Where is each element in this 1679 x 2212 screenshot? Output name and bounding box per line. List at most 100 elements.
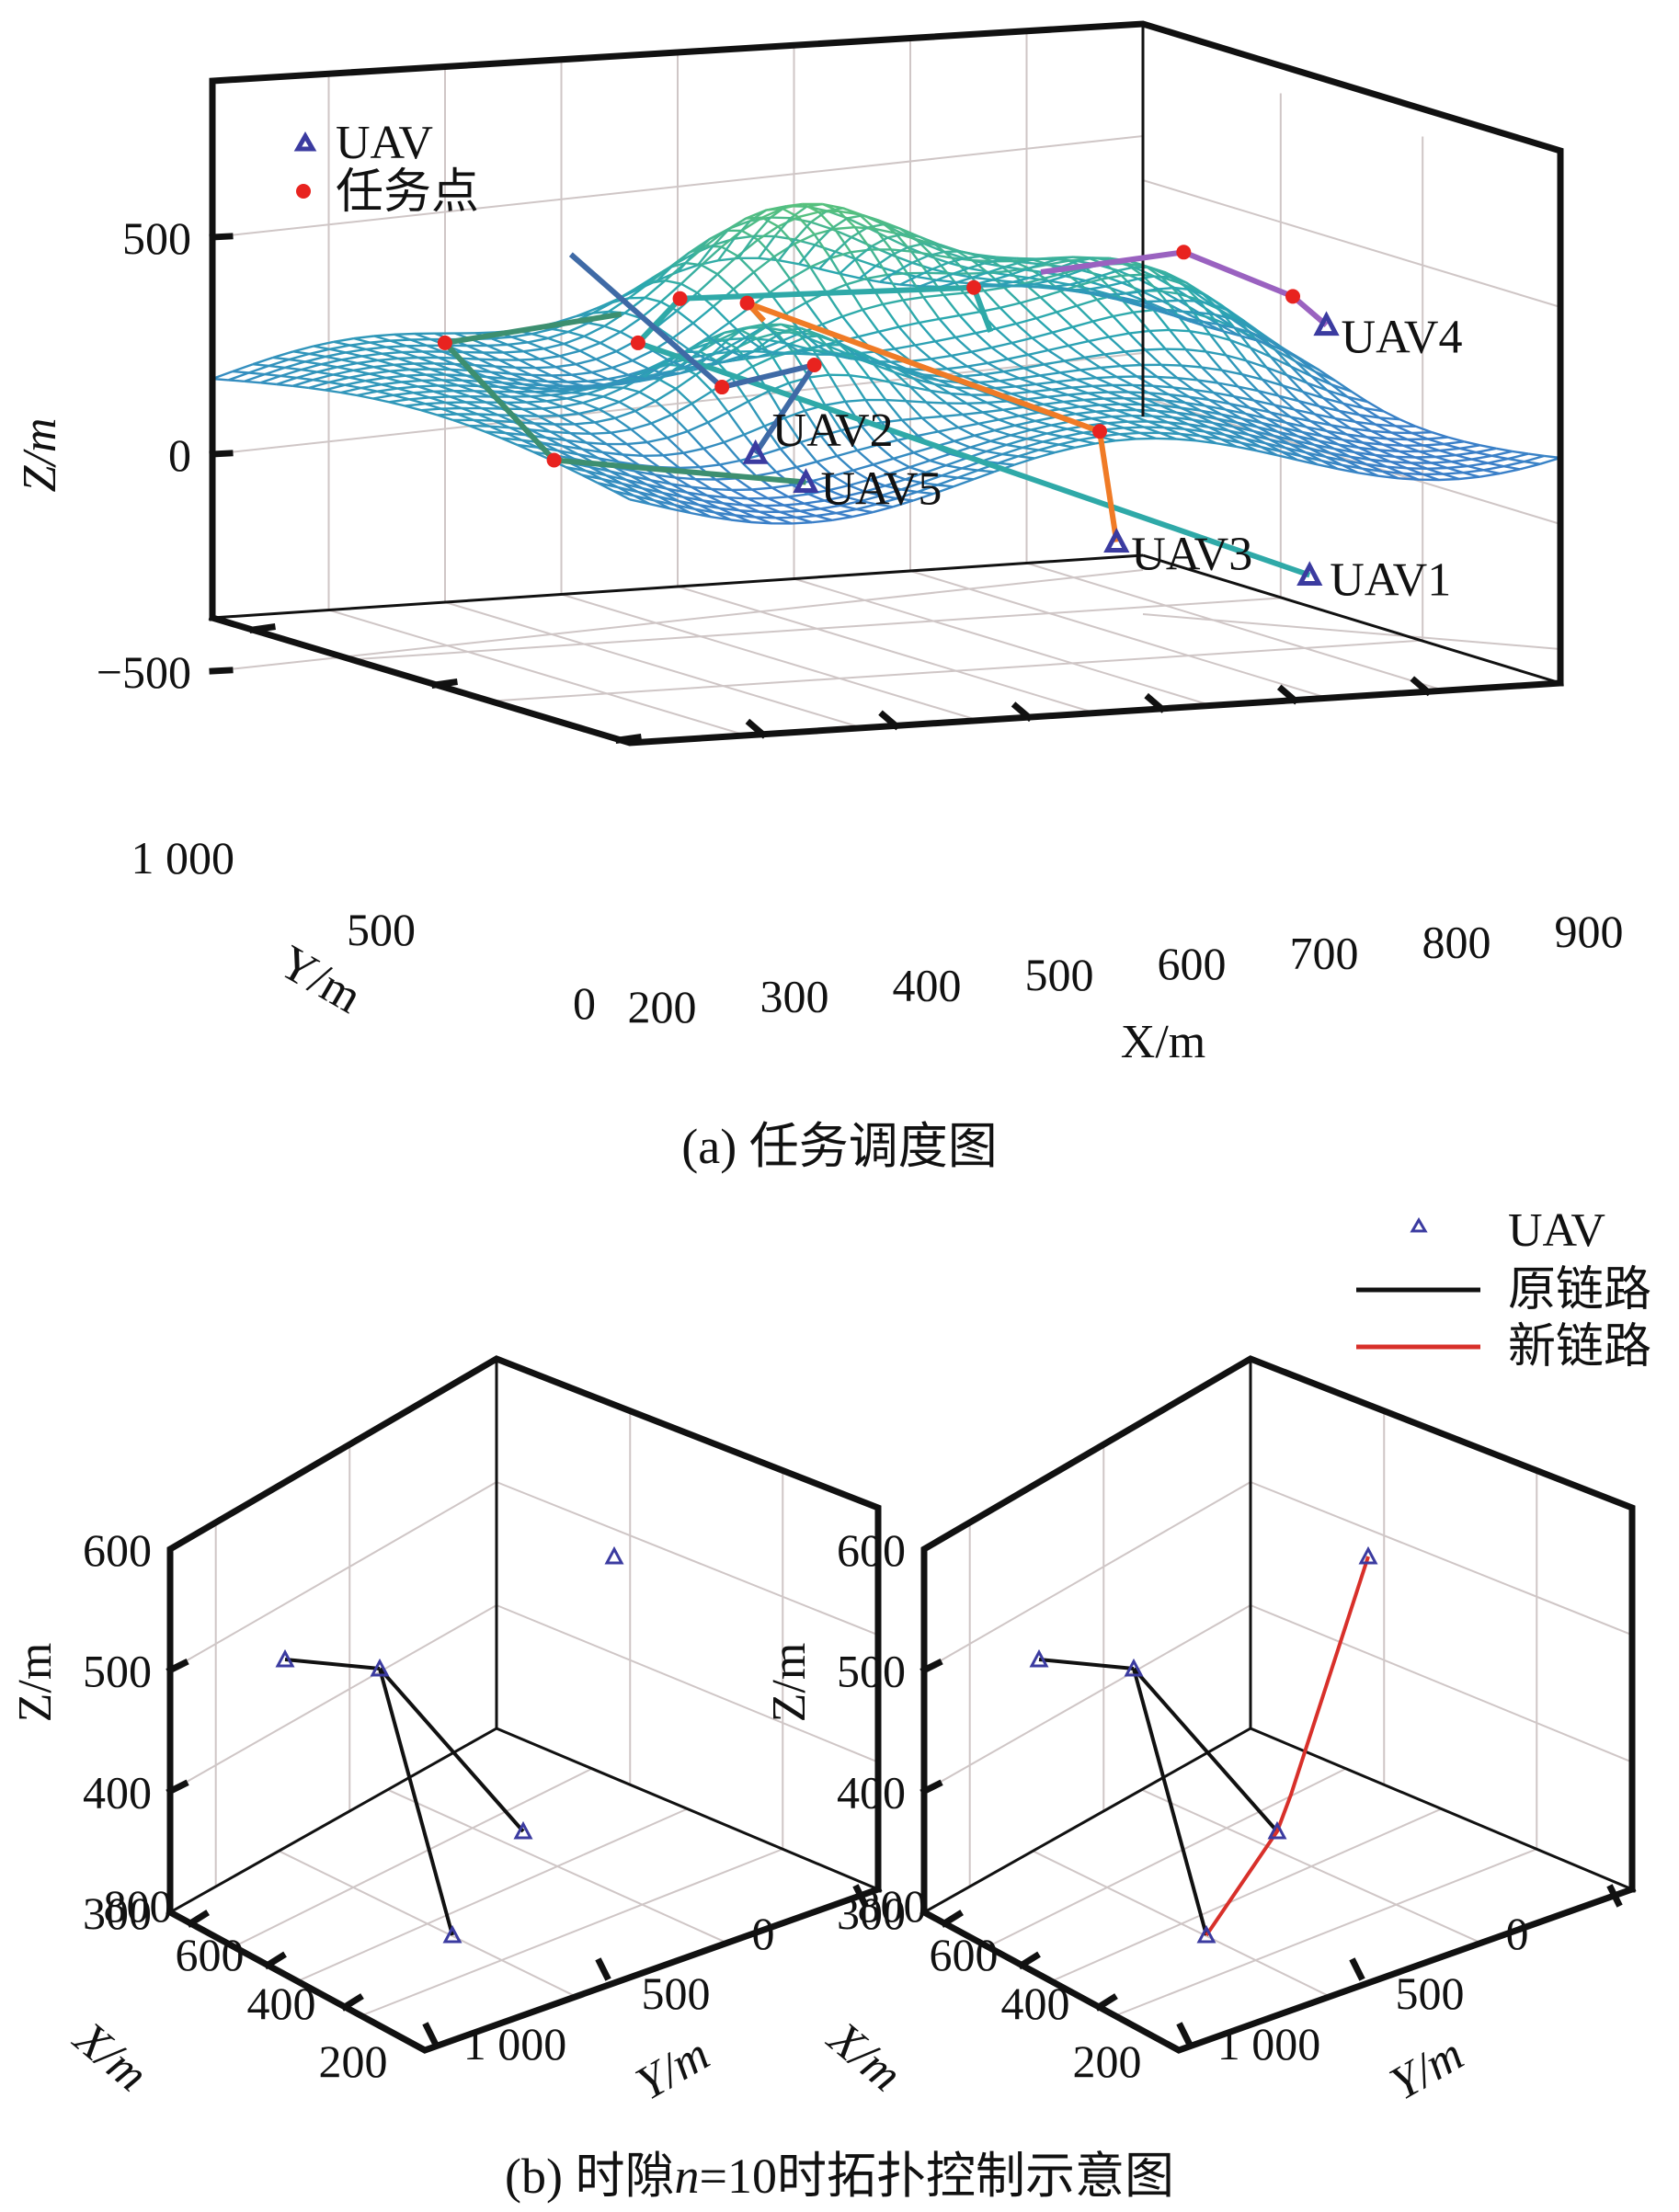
mesh-line bbox=[610, 470, 627, 482]
mesh-line bbox=[551, 374, 568, 383]
mesh-line bbox=[899, 283, 921, 288]
mesh-line bbox=[1148, 328, 1171, 333]
mesh-line bbox=[853, 352, 872, 362]
mesh-line bbox=[953, 478, 975, 488]
mesh-line bbox=[1038, 443, 1059, 451]
mesh-line bbox=[1422, 473, 1440, 482]
mesh-line bbox=[885, 485, 902, 491]
mesh-line bbox=[1225, 354, 1243, 375]
mesh-line bbox=[660, 282, 682, 303]
mesh-line bbox=[1039, 371, 1061, 377]
mesh-line bbox=[1006, 443, 1023, 450]
mesh-line bbox=[373, 366, 391, 372]
mesh-line bbox=[522, 350, 541, 360]
mesh-line bbox=[868, 478, 886, 487]
mesh-line bbox=[1001, 446, 1023, 456]
mesh-line bbox=[928, 250, 945, 257]
mesh-line bbox=[1359, 414, 1380, 419]
mesh-line bbox=[1261, 422, 1279, 433]
mesh-line bbox=[974, 428, 996, 437]
mesh-line bbox=[1141, 290, 1163, 302]
mesh-line bbox=[1411, 431, 1429, 440]
mesh-line bbox=[585, 470, 603, 481]
mesh-line bbox=[927, 271, 948, 275]
z-tick-label: 300 bbox=[83, 1887, 152, 1939]
mesh-line bbox=[1120, 363, 1141, 368]
mesh-line bbox=[687, 421, 709, 433]
mesh-line bbox=[1091, 415, 1113, 420]
mesh-line bbox=[1143, 426, 1160, 435]
mesh-line bbox=[662, 454, 680, 469]
mesh-line bbox=[848, 374, 867, 401]
mesh-line bbox=[810, 221, 832, 231]
mesh-line bbox=[1185, 281, 1204, 295]
mesh-line bbox=[1285, 447, 1303, 458]
mesh-line bbox=[686, 430, 705, 450]
mesh-line bbox=[999, 306, 1017, 325]
mesh-line bbox=[1035, 381, 1057, 386]
mesh-line bbox=[1046, 395, 1065, 404]
mesh-line bbox=[605, 473, 623, 485]
mesh-line bbox=[1266, 366, 1287, 377]
mesh-line bbox=[702, 448, 721, 466]
mesh-line bbox=[592, 310, 610, 314]
mesh-line bbox=[1203, 320, 1220, 326]
mesh-line bbox=[276, 376, 298, 386]
mesh-line bbox=[1022, 446, 1039, 451]
mesh-line bbox=[595, 358, 613, 370]
mesh-line bbox=[1031, 388, 1052, 393]
mesh-line bbox=[301, 368, 317, 373]
mesh-line bbox=[591, 386, 608, 390]
mesh-line bbox=[664, 371, 681, 375]
mesh-line bbox=[943, 250, 961, 254]
mesh-line bbox=[814, 228, 832, 246]
mesh-line bbox=[539, 358, 556, 369]
grid-line bbox=[1250, 1604, 1633, 1763]
mesh-line bbox=[1319, 369, 1337, 382]
mesh-line bbox=[1125, 262, 1143, 276]
mesh-line bbox=[816, 461, 834, 477]
mesh-line bbox=[1178, 299, 1195, 302]
mesh-line bbox=[1281, 427, 1299, 438]
x-tick-label: 800 bbox=[858, 1880, 927, 1932]
mesh-line bbox=[727, 326, 746, 340]
mesh-line bbox=[289, 352, 310, 361]
mesh-line bbox=[954, 336, 973, 353]
mesh-line bbox=[1035, 311, 1057, 320]
mesh-line bbox=[836, 455, 854, 472]
mesh-line bbox=[542, 405, 564, 410]
mesh-line bbox=[531, 373, 552, 377]
mesh-line bbox=[840, 499, 862, 507]
mesh-line bbox=[834, 236, 852, 253]
mesh-line bbox=[401, 381, 418, 388]
mesh-line bbox=[1079, 369, 1097, 380]
mesh-line bbox=[864, 485, 885, 493]
mesh-line bbox=[923, 242, 945, 254]
mesh-line bbox=[936, 272, 954, 281]
mesh-line bbox=[952, 267, 969, 276]
y-tick-label: 0 bbox=[1506, 1908, 1529, 1959]
x-tick-label: 800 bbox=[104, 1880, 173, 1932]
uav-marker bbox=[604, 1545, 624, 1565]
mesh-line bbox=[920, 481, 938, 486]
mesh-line bbox=[886, 236, 908, 248]
mesh-line bbox=[583, 384, 600, 388]
mesh-line bbox=[1177, 377, 1198, 382]
mesh-line bbox=[567, 322, 589, 334]
mesh-line bbox=[1085, 274, 1102, 282]
mesh-line bbox=[1252, 429, 1271, 441]
mesh-line bbox=[973, 471, 995, 481]
mesh-line bbox=[885, 274, 905, 302]
x-tick-label: 200 bbox=[319, 2035, 388, 2087]
mesh-line bbox=[1189, 330, 1207, 353]
mesh-line bbox=[1063, 398, 1084, 404]
mesh-line bbox=[868, 377, 887, 401]
mesh-line bbox=[1326, 389, 1344, 405]
mesh-line bbox=[546, 397, 567, 403]
mesh-line bbox=[1131, 415, 1149, 423]
mesh-line bbox=[804, 410, 822, 437]
mesh-line bbox=[968, 262, 986, 269]
mesh-line bbox=[1334, 416, 1356, 423]
mesh-line bbox=[1002, 408, 1020, 417]
mesh-line bbox=[337, 366, 354, 371]
